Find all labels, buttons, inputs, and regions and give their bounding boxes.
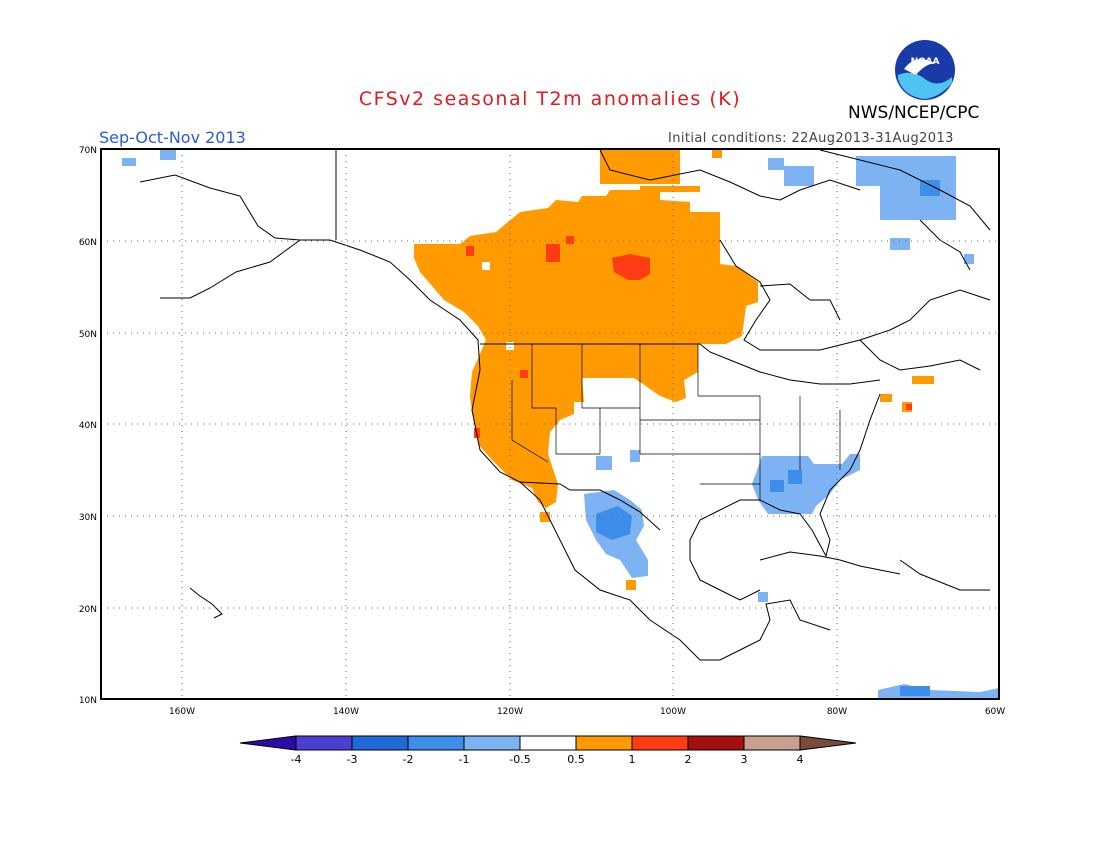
agency-label: NWS/NCEP/CPC <box>848 103 980 123</box>
lon-label: 100W <box>660 707 686 717</box>
lat-label: 40N <box>79 421 97 431</box>
colorbar-arrow-low <box>239 735 297 751</box>
lat-label: 10N <box>79 696 97 706</box>
colorbar-arrow-high <box>799 735 857 751</box>
colorbar-segment <box>351 735 409 751</box>
strong-cool-anomaly-patches <box>596 180 940 696</box>
lat-label: 30N <box>79 513 97 523</box>
colorbar-tick-label: 3 <box>741 753 748 766</box>
map-frame <box>100 148 1000 700</box>
colorbar-segment <box>687 735 745 751</box>
colorbar-segment <box>295 735 353 751</box>
initial-conditions: Initial conditions: 22Aug2013-31Aug2013 <box>668 131 954 146</box>
colorbar-tick-label: -2 <box>403 753 414 766</box>
colorbar-segment <box>519 735 577 751</box>
lat-label: 70N <box>79 146 97 156</box>
lat-label: 50N <box>79 330 97 340</box>
lat-label: 60N <box>79 238 97 248</box>
colorbar-segment <box>575 735 633 751</box>
colorbar-segment <box>743 735 801 751</box>
colorbar-tick-label: -4 <box>291 753 302 766</box>
colorbar-segment <box>631 735 689 751</box>
lon-label: 60W <box>985 707 1005 717</box>
colorbar-tick-label: 4 <box>797 753 804 766</box>
colorbar-tick-label: -1 <box>459 753 470 766</box>
noaa-logo-text: NOAA <box>911 57 940 67</box>
strong-warm-anomaly-patches <box>466 236 912 438</box>
noaa-logo-icon: NOAA <box>895 40 955 100</box>
warm-region-gaps <box>482 262 584 414</box>
country-borders <box>335 150 881 531</box>
colorbar: -4 -3 -2 -1 -0.5 0.5 1 2 3 4 <box>239 735 857 766</box>
coastlines <box>139 149 991 661</box>
colorbar-tick-label: 2 <box>685 753 692 766</box>
forecast-period: Sep-Oct-Nov 2013 <box>99 128 246 147</box>
colorbar-tick-label: -0.5 <box>509 753 530 766</box>
colorbar-tick-label: -3 <box>347 753 358 766</box>
lat-label: 20N <box>79 605 97 615</box>
colorbar-tick-label: 0.5 <box>567 753 585 766</box>
colorbar-tick-label: 1 <box>629 753 636 766</box>
colorbar-segment <box>463 735 521 751</box>
warm-anomaly-region <box>414 150 934 590</box>
lon-label: 140W <box>333 707 359 717</box>
lon-label: 80W <box>827 707 847 717</box>
lon-label: 120W <box>497 707 523 717</box>
lon-label: 160W <box>169 707 195 717</box>
state-borders <box>511 344 841 500</box>
colorbar-segment <box>407 735 465 751</box>
chart-title: CFSv2 seasonal T2m anomalies (K) <box>358 88 742 110</box>
